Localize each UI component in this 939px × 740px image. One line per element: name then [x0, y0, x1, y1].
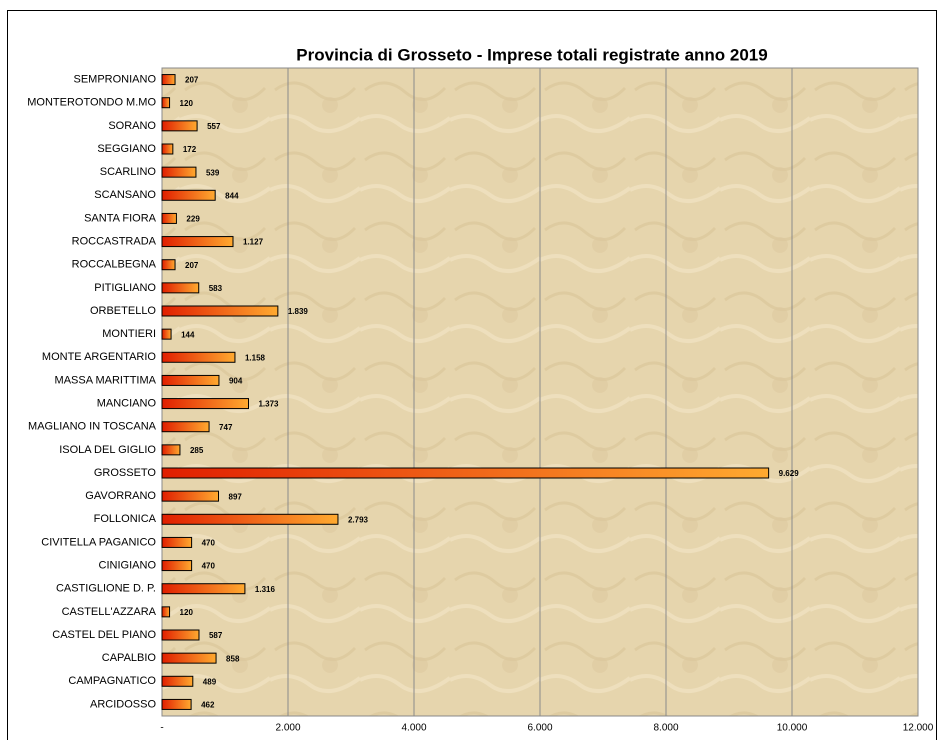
- bar: [161, 351, 236, 363]
- data-label: 470: [202, 539, 216, 548]
- y-tick-label: PITIGLIANO: [94, 282, 156, 294]
- bar: [161, 421, 210, 433]
- data-label: 858: [226, 654, 240, 663]
- y-tick-label: SANTA FIORA: [84, 212, 157, 224]
- y-tick-label: CAPALBIO: [102, 652, 157, 664]
- data-label: 462: [201, 701, 215, 710]
- y-tick-label: SCANSANO: [94, 189, 156, 201]
- data-label: 539: [206, 168, 220, 177]
- y-tick-label: SEGGIANO: [97, 143, 156, 155]
- y-tick-label: CASTEL DEL PIANO: [52, 629, 156, 641]
- bar: [161, 606, 171, 618]
- bar: [161, 374, 220, 386]
- bar: [161, 189, 216, 201]
- x-tick-label: 8.000: [653, 723, 678, 734]
- x-tick-label: -: [160, 723, 163, 734]
- y-tick-label: CASTIGLIONE D. P.: [56, 583, 156, 595]
- data-label: 904: [229, 377, 243, 386]
- bar: [161, 490, 220, 502]
- data-label: 1.373: [258, 400, 279, 409]
- bar: [161, 143, 174, 155]
- y-tick-label: ORBETELLO: [90, 305, 156, 317]
- y-tick-label: ROCCASTRADA: [72, 235, 157, 247]
- bar: [161, 212, 177, 224]
- bar: [161, 652, 217, 664]
- data-label: 557: [207, 122, 221, 131]
- bar: [161, 120, 198, 132]
- data-label: 2.793: [348, 515, 369, 524]
- data-label: 583: [209, 284, 223, 293]
- data-label: 207: [185, 261, 199, 270]
- bar: [161, 305, 279, 317]
- y-tick-label: MONTE ARGENTARIO: [42, 351, 157, 363]
- bar: [161, 236, 234, 248]
- bar: [161, 259, 176, 271]
- x-tick-label: 4.000: [401, 723, 426, 734]
- y-tick-label: CASTELL'AZZARA: [62, 606, 157, 618]
- data-label: 229: [186, 215, 200, 224]
- bar: [161, 467, 770, 479]
- bar: [161, 444, 181, 456]
- bar: [161, 560, 193, 572]
- y-tick-label: ROCCALBEGNA: [72, 259, 157, 271]
- data-label: 1.127: [243, 238, 264, 247]
- data-label: 285: [190, 446, 204, 455]
- bar: [161, 166, 197, 178]
- bar: [161, 282, 200, 294]
- bar: [161, 74, 176, 86]
- data-label: 1.316: [255, 585, 276, 594]
- y-tick-label: SEMPRONIANO: [73, 73, 156, 85]
- x-tick-label: 2.000: [275, 723, 300, 734]
- bar: [161, 398, 249, 410]
- data-label: 172: [183, 145, 197, 154]
- y-tick-label: CINIGIANO: [99, 559, 157, 571]
- y-tick-label: GROSSETO: [94, 467, 157, 479]
- y-tick-label: SCARLINO: [100, 166, 157, 178]
- y-tick-label: ARCIDOSSO: [90, 698, 156, 710]
- data-label: 897: [229, 492, 243, 501]
- y-tick-label: MANCIANO: [97, 397, 157, 409]
- y-tick-label: CIVITELLA PAGANICO: [41, 536, 156, 548]
- y-tick-label: MONTEROTONDO M.MO: [27, 97, 156, 109]
- data-label: 587: [209, 631, 223, 640]
- data-label: 747: [219, 423, 233, 432]
- y-tick-label: SORANO: [108, 120, 156, 132]
- y-tick-label: GAVORRANO: [85, 490, 156, 502]
- data-label: 1.839: [288, 307, 309, 316]
- y-tick-label: MASSA MARITTIMA: [55, 374, 157, 386]
- bar: [161, 328, 172, 340]
- data-label: 489: [203, 677, 217, 686]
- bar: [161, 675, 194, 687]
- data-label: 207: [185, 76, 199, 85]
- chart-title: Provincia di Grosseto - Imprese totali r…: [296, 45, 767, 64]
- bar: [161, 97, 171, 109]
- x-tick-label: 6.000: [527, 723, 552, 734]
- data-label: 844: [225, 191, 239, 200]
- y-tick-label: MAGLIANO IN TOSCANA: [28, 421, 157, 433]
- bar: [161, 583, 246, 595]
- bar: [161, 536, 193, 548]
- data-label: 470: [202, 562, 216, 571]
- y-tick-label: ISOLA DEL GIGLIO: [59, 444, 156, 456]
- data-label: 144: [181, 330, 195, 339]
- y-tick-label: MONTIERI: [102, 328, 156, 340]
- x-tick-label: 10.000: [777, 723, 808, 734]
- bar: [161, 698, 192, 710]
- data-label: 1.158: [245, 353, 266, 362]
- x-tick-label: 12.000: [903, 723, 934, 734]
- bar: [161, 629, 200, 641]
- data-label: 120: [180, 99, 194, 108]
- data-label: 120: [180, 608, 194, 617]
- y-tick-label: CAMPAGNATICO: [68, 675, 156, 687]
- y-tick-label: FOLLONICA: [94, 513, 157, 525]
- bar: [161, 513, 339, 525]
- data-label: 9.629: [779, 469, 800, 478]
